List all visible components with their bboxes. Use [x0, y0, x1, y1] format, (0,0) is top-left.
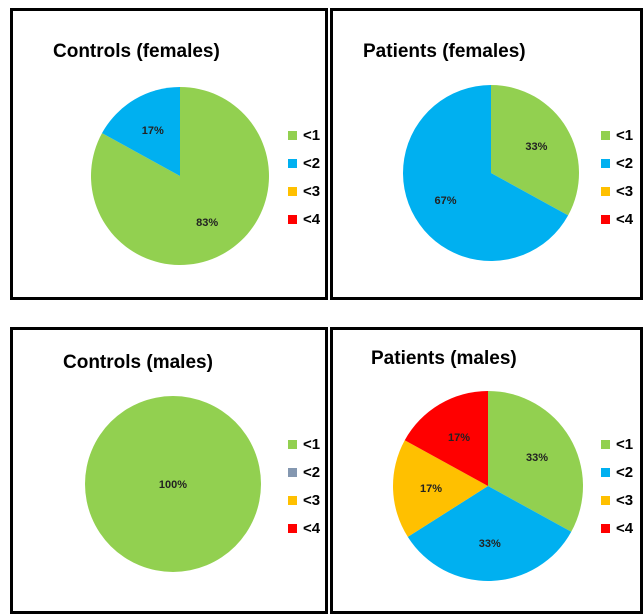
pie-chart: 33% 67%	[403, 85, 579, 261]
legend-label: <3	[303, 491, 321, 509]
legend-swatch	[601, 158, 610, 168]
legend-label: <1	[616, 435, 634, 453]
slice-label: 33%	[479, 538, 501, 550]
slice-label: 67%	[435, 195, 457, 207]
pie-slice	[102, 87, 180, 176]
legend-swatch	[601, 130, 610, 140]
legend-swatch	[288, 439, 297, 449]
legend-swatch	[288, 214, 297, 224]
chart-panel: Patients (females) 33% 67% <1 <2 <3 <4	[330, 8, 643, 300]
pie-chart: 83% 17%	[90, 87, 269, 265]
legend-label: <2	[303, 154, 321, 172]
chart-legend: <1 <2 <3 <4	[288, 430, 320, 542]
legend-swatch	[288, 467, 297, 477]
chart-legend: <1 <2 <3 <4	[288, 121, 320, 233]
legend-item: <1	[288, 430, 320, 458]
pie-slice	[491, 85, 579, 216]
legend-item: <1	[601, 430, 633, 458]
legend-label: <1	[303, 126, 321, 144]
chart-panel: Controls (males) 100% <1 <2 <3 <4	[10, 327, 328, 614]
legend-label: <2	[616, 154, 634, 172]
legend-swatch	[288, 495, 297, 505]
legend-swatch	[601, 214, 610, 224]
chart-title: Patients (females)	[363, 41, 526, 62]
slice-label: 17%	[448, 432, 470, 444]
legend-swatch	[601, 523, 610, 533]
legend-item: <4	[601, 205, 633, 233]
legend-item: <1	[601, 121, 633, 149]
legend-label: <3	[303, 182, 321, 200]
pie-slice	[393, 440, 488, 537]
slice-label: 83%	[196, 217, 218, 229]
legend-item: <4	[601, 514, 633, 542]
legend-label: <4	[616, 519, 634, 537]
legend-label: <1	[303, 435, 321, 453]
chart-legend: <1 <2 <3 <4	[601, 430, 633, 542]
legend-item: <1	[288, 121, 320, 149]
legend-item: <2	[288, 149, 320, 177]
legend-item: <2	[601, 458, 633, 486]
slice-label: 17%	[142, 125, 164, 137]
chart-title: Patients (males)	[371, 348, 517, 369]
chart-panel: Controls (females) 83% 17% <1 <2 <3 <4	[10, 8, 328, 300]
chart-title: Controls (females)	[53, 41, 220, 62]
legend-swatch	[288, 523, 297, 533]
pie-chart: 33% 33% 17% 17%	[393, 391, 583, 581]
legend-label: <2	[303, 463, 321, 481]
pie-slice	[404, 391, 488, 486]
legend-label: <4	[616, 210, 634, 228]
pie-slice	[90, 87, 269, 265]
legend-item: <3	[601, 177, 633, 205]
chart-panel: Patients (males) 33% 33% 17% 17% <1 <2 <3 <4	[330, 327, 643, 614]
slice-label: 17%	[420, 483, 442, 495]
legend-label: <1	[616, 126, 634, 144]
chart-title: Controls (males)	[63, 352, 213, 373]
legend-item: <4	[288, 514, 320, 542]
legend-swatch	[601, 467, 610, 477]
legend-swatch	[288, 130, 297, 140]
legend-label: <3	[616, 491, 634, 509]
slice-label: 100%	[159, 479, 187, 491]
pie-slice	[403, 85, 569, 261]
chart-legend: <1 <2 <3 <4	[601, 121, 633, 233]
legend-swatch	[601, 439, 610, 449]
slice-label: 33%	[526, 452, 548, 464]
legend-swatch	[601, 186, 610, 196]
pie-slice	[85, 396, 261, 572]
slice-label: 33%	[525, 141, 547, 153]
legend-swatch	[601, 495, 610, 505]
legend-item: <2	[288, 458, 320, 486]
legend-label: <4	[303, 210, 321, 228]
pie-chart: 100%	[85, 396, 261, 572]
pie-slice	[488, 391, 583, 532]
legend-item: <4	[288, 205, 320, 233]
legend-item: <3	[288, 486, 320, 514]
legend-label: <2	[616, 463, 634, 481]
legend-item: <3	[288, 177, 320, 205]
legend-swatch	[288, 158, 297, 168]
legend-label: <3	[616, 182, 634, 200]
legend-item: <2	[601, 149, 633, 177]
legend-label: <4	[303, 519, 321, 537]
legend-item: <3	[601, 486, 633, 514]
legend-swatch	[288, 186, 297, 196]
pie-slice	[407, 486, 572, 581]
